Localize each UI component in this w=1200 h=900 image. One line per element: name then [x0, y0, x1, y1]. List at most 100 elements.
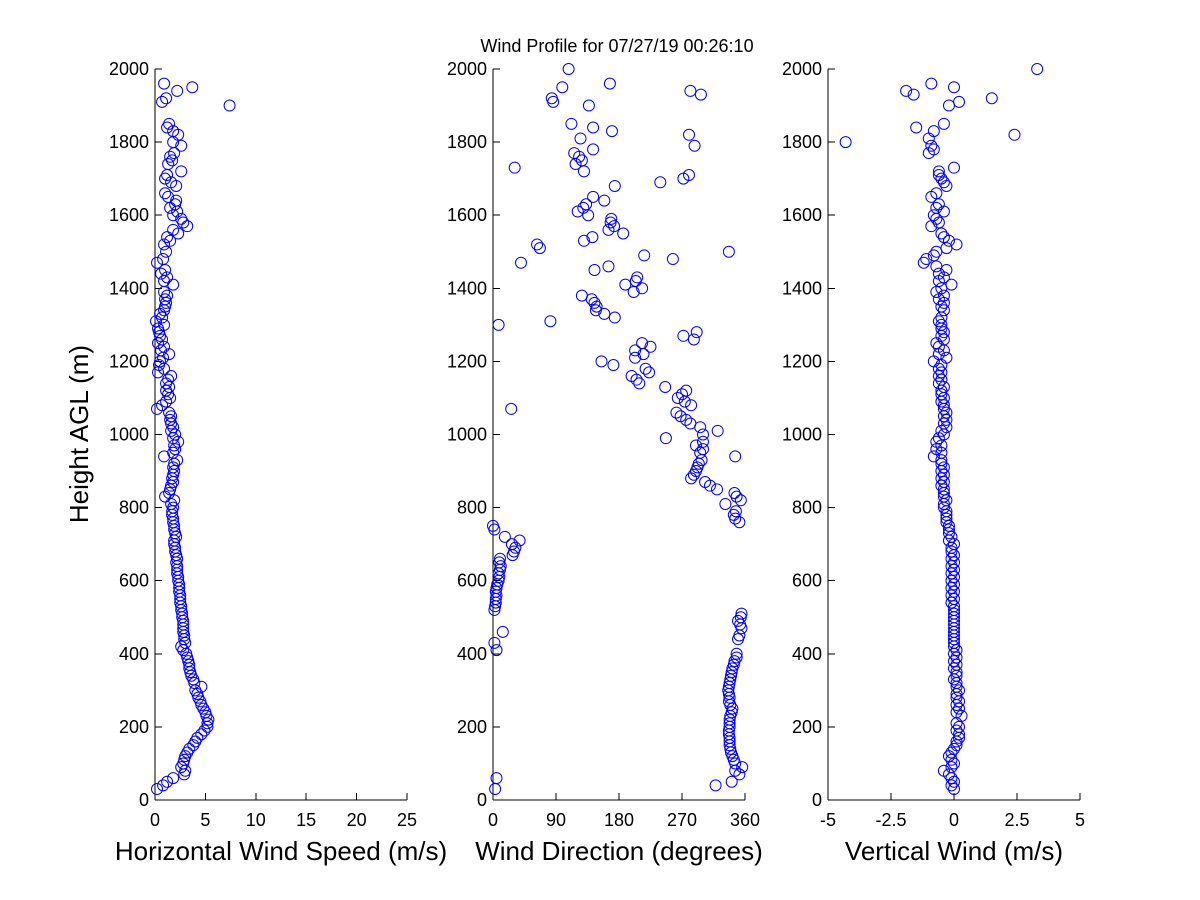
horizontal-wind-speed-data-point [161, 231, 174, 244]
wind-direction-data-point [633, 377, 646, 390]
wind-direction-data-point [711, 483, 723, 496]
vertical-wind-data-point [953, 702, 966, 715]
wind-direction-data-point [587, 143, 600, 156]
vertical-wind-data-point [948, 655, 960, 668]
vertical-wind-data-point [932, 168, 945, 181]
horizontal-wind-speed-data-point [158, 340, 171, 353]
wind-direction-data-point [608, 220, 621, 233]
vertical-wind-data-point [937, 476, 950, 489]
vertical-wind-data-point [935, 227, 948, 240]
vertical-wind-data-point [950, 238, 963, 251]
vertical-wind-data-point [937, 399, 950, 412]
wind-direction-y-tick-label: 400 [457, 644, 487, 664]
horizontal-wind-speed-data-point [162, 158, 175, 171]
wind-direction-data-point [533, 242, 546, 255]
wind-direction-data-point [676, 388, 688, 401]
wind-direction-data-point [604, 216, 617, 229]
vertical-wind-data-point [937, 417, 950, 430]
vertical-wind-x-tick-label: 5 [1075, 810, 1085, 830]
vertical-wind-data-point [932, 165, 945, 178]
vertical-wind-y-tick-label: 0 [812, 790, 822, 810]
vertical-wind-y-tick-label: 1000 [782, 425, 822, 445]
wind-direction-data-point [734, 611, 747, 624]
vertical-wind-data-point [948, 592, 960, 605]
panel-vertical-wind: 0 200 400 600 800 1000 1200 1400 1600 1800 2000 -5 -… [782, 59, 1085, 866]
wind-direction-y-tick-label: 1600 [447, 205, 487, 225]
horizontal-wind-speed-data-point [156, 399, 169, 412]
vertical-wind-data-point [940, 421, 953, 434]
vertical-wind-y-tick-label: 1800 [782, 132, 822, 152]
wind-direction-data-point [683, 168, 695, 181]
vertical-wind-x-axis-label: Vertical Wind (m/s) [845, 836, 1063, 866]
horizontal-wind-speed-data-point [150, 315, 163, 328]
wind-direction-data-point [697, 443, 709, 456]
horizontal-wind-speed-data-point [162, 190, 175, 203]
wind-direction-data-point [636, 282, 649, 295]
horizontal-wind-speed-y-tick-label: 1200 [109, 351, 149, 371]
wind-direction-data-point [697, 428, 709, 441]
vertical-wind-data-point [953, 95, 966, 108]
horizontal-wind-speed-data-point [158, 238, 171, 251]
wind-direction-data-point [726, 702, 739, 715]
horizontal-wind-speed-data-point [175, 212, 188, 225]
horizontal-wind-speed-data-point [157, 253, 170, 266]
wind-direction-data-point [659, 432, 672, 445]
vertical-wind-y-tick-label: 1200 [782, 351, 822, 371]
horizontal-wind-speed-data-point [223, 99, 236, 112]
vertical-wind-data-point [950, 666, 963, 679]
horizontal-wind-speed-data-point [151, 256, 164, 269]
horizontal-wind-speed-data-point [186, 81, 199, 94]
horizontal-wind-speed-data-point [159, 187, 172, 200]
wind-direction-data-point [496, 625, 509, 638]
wind-direction-data-point [722, 245, 735, 258]
wind-direction-data-point [732, 614, 744, 627]
vertical-wind-data-point [839, 136, 852, 149]
vertical-wind-data-point [910, 121, 923, 134]
vertical-wind-data-point [937, 231, 950, 244]
wind-direction-data-point [674, 410, 687, 423]
vertical-wind-data-point [948, 563, 960, 576]
vertical-wind-y-tick-label: 800 [792, 498, 822, 518]
vertical-wind-data-point [932, 370, 945, 383]
horizontal-wind-speed-data-point [161, 289, 174, 302]
vertical-wind-data-point [1008, 128, 1021, 141]
wind-direction-y-tick-label: 1200 [447, 351, 487, 371]
vertical-wind-data-point [937, 289, 950, 302]
wind-direction-data-point [498, 530, 511, 543]
vertical-wind-data-point [945, 530, 958, 543]
vertical-wind-data-point [935, 366, 948, 379]
vertical-wind-data-point [953, 720, 966, 733]
wind-direction-data-point [659, 380, 672, 393]
wind-direction-data-point [565, 117, 578, 130]
wind-direction-x-tick-label: 180 [604, 810, 634, 830]
vertical-wind-data-point [937, 461, 950, 474]
wind-direction-data-point [639, 362, 652, 375]
vertical-wind-data-point [942, 523, 955, 536]
horizontal-wind-speed-data-point [195, 728, 208, 741]
wind-direction-data-point [730, 647, 743, 660]
vertical-wind-data-point [940, 512, 953, 525]
wind-direction-data-point [509, 541, 522, 554]
wind-direction-data-point [680, 384, 693, 397]
vertical-wind-data-point [948, 585, 960, 598]
wind-direction-data-point [723, 713, 736, 726]
vertical-wind-data-point [937, 333, 950, 346]
wind-direction-data-point [608, 311, 621, 324]
horizontal-wind-speed-data-point [158, 318, 171, 331]
vertical-wind-data-point [942, 527, 955, 540]
vertical-wind-data-point [948, 571, 960, 584]
wind-direction-data-point [490, 644, 503, 657]
vertical-wind-data-point [945, 545, 958, 558]
wind-direction-data-point [670, 406, 683, 419]
vertical-wind-data-point [937, 483, 950, 496]
wind-direction-y-tick-label: 600 [457, 571, 487, 591]
wind-direction-y-tick-label: 2000 [447, 59, 487, 79]
wind-direction-data-point [697, 435, 709, 448]
wind-direction-x-tick-label: 360 [730, 810, 760, 830]
wind-direction-data-point [690, 439, 702, 452]
wind-direction-data-point [545, 92, 558, 105]
wind-direction-x-tick-label: 0 [488, 810, 498, 830]
vertical-wind-data-point [935, 300, 948, 313]
vertical-wind-data-point [953, 684, 966, 697]
